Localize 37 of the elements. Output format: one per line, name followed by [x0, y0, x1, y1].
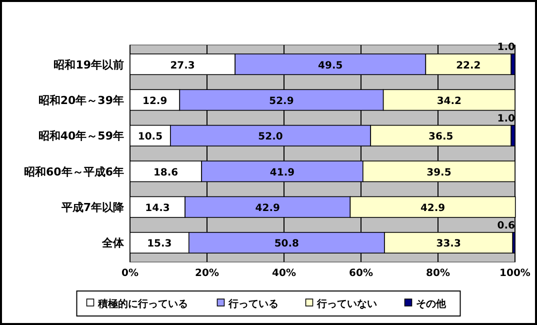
data-label: 18.6	[153, 167, 178, 178]
legend-label: 積極的に行っている	[96, 298, 188, 310]
data-label: 50.8	[274, 238, 300, 250]
data-label: 42.9	[255, 203, 280, 214]
data-label: 14.3	[145, 203, 170, 214]
data-label: 12.9	[142, 96, 168, 107]
data-label: 0.6	[497, 220, 516, 232]
x-tick-label: 80%	[426, 268, 450, 279]
x-tick-label: 40%	[272, 268, 296, 279]
y-tick-label: 平成7年以降	[60, 201, 125, 214]
data-label: 10.5	[138, 132, 163, 143]
data-label: 1.0	[497, 42, 516, 53]
data-label: 1.0	[497, 113, 516, 124]
data-label: 22.2	[456, 60, 481, 72]
y-tick-label: 昭和40年～59年	[38, 130, 124, 143]
data-label: 52.0	[258, 132, 283, 143]
data-label: 52.9	[269, 96, 294, 107]
data-label: 15.3	[147, 238, 172, 250]
y-tick-label: 昭和20年～39年	[38, 94, 124, 107]
x-tick-label: 60%	[349, 268, 373, 279]
data-label: 39.5	[426, 167, 452, 178]
x-tick-label: 0%	[122, 268, 138, 279]
legend-label: その他	[416, 298, 447, 310]
y-tick-label: 昭和19年以前	[54, 58, 124, 72]
data-label: 41.9	[270, 167, 295, 178]
x-tick-label: 100%	[500, 268, 530, 279]
data-label: 42.9	[420, 203, 446, 214]
data-label: 33.3	[436, 238, 461, 250]
y-tick-label: 昭和60年～平成6年	[24, 165, 124, 178]
data-label: 36.5	[428, 132, 454, 143]
data-label: 34.2	[436, 96, 462, 107]
y-tick-label: 全体	[101, 236, 125, 250]
data-label: 49.5	[318, 60, 343, 72]
legend-label: 行っている	[227, 298, 278, 310]
legend-label: 行っていない	[316, 298, 377, 310]
data-label: 27.3	[170, 60, 195, 72]
x-tick-label: 20%	[195, 268, 219, 279]
